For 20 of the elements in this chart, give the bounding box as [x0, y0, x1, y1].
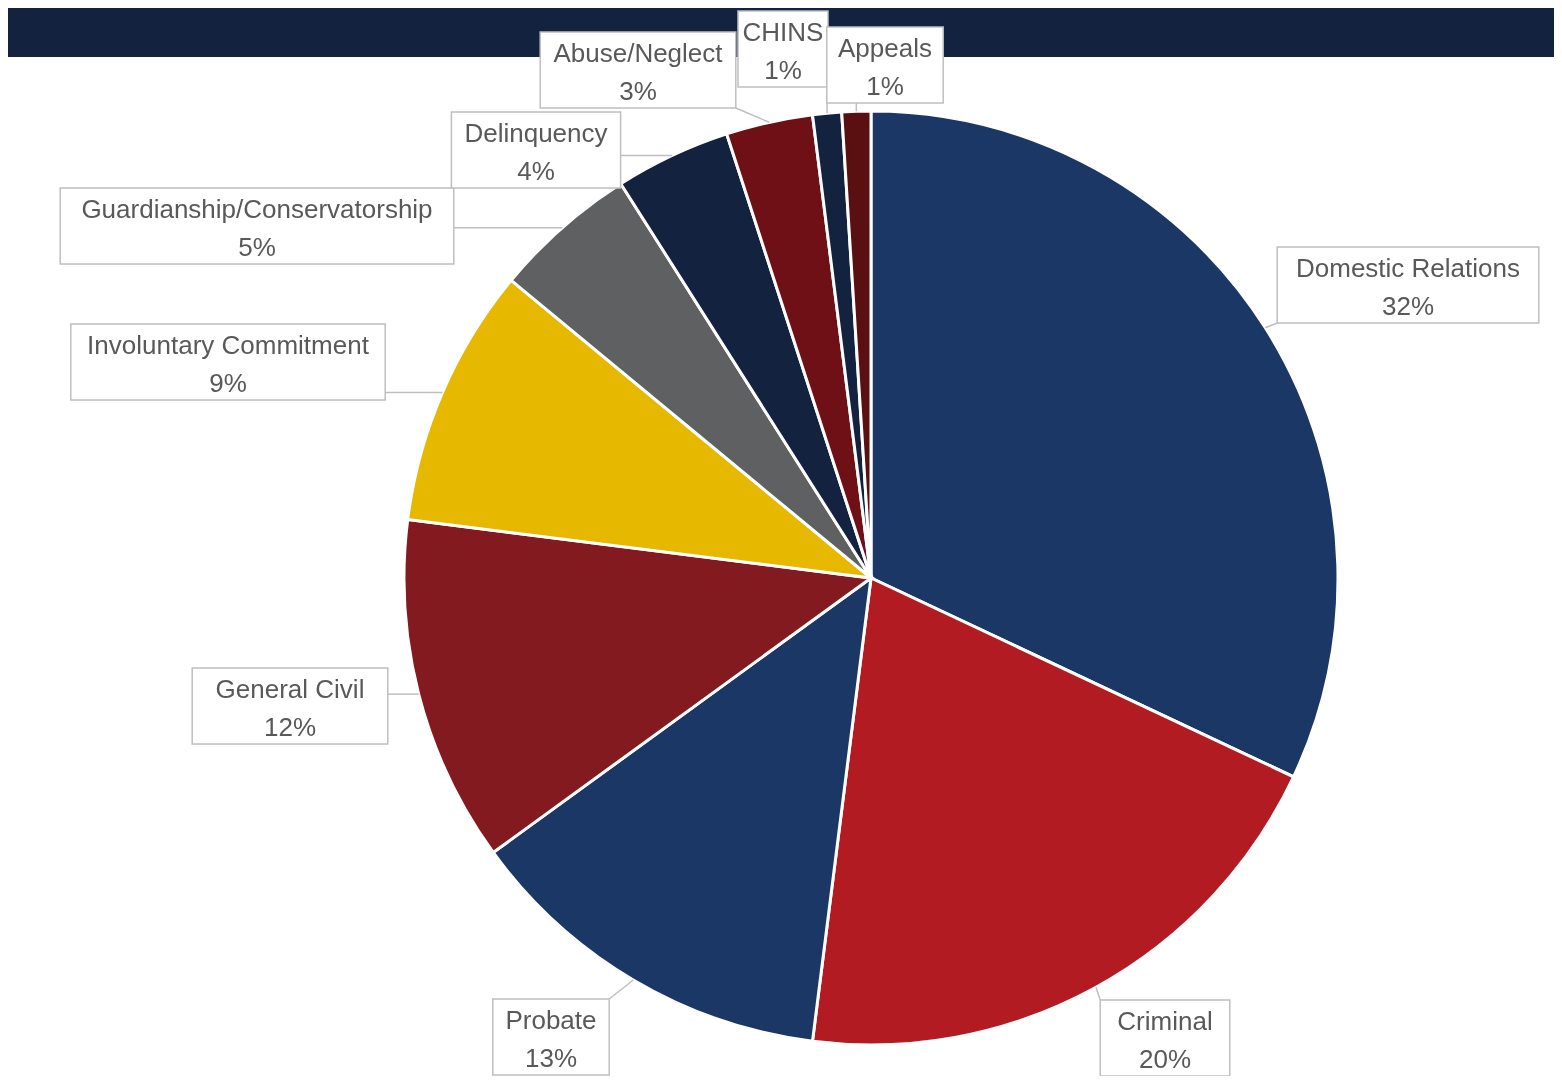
- slice-label: Domestic Relations: [1296, 253, 1520, 283]
- data-label: 13%: [524, 1043, 578, 1073]
- slice-label: CHINS: [742, 17, 824, 47]
- slice-label: Criminal: [1117, 1006, 1213, 1036]
- data-label: 5%: [238, 232, 276, 262]
- slice-label: Guardianship/Conservatorship: [81, 194, 433, 224]
- data-label: 9%: [209, 368, 247, 398]
- data-label: 3%: [619, 76, 657, 106]
- slice-label: Involuntary Commitment: [87, 330, 370, 360]
- data-label: 12%: [263, 712, 317, 742]
- data-label: 32%: [1381, 291, 1435, 321]
- data-label: 1%: [764, 55, 802, 85]
- data-label: 4%: [517, 156, 555, 186]
- slice-label: Appeals: [838, 33, 932, 63]
- slice-label: Abuse/Neglect: [553, 38, 724, 68]
- data-label: 1%: [866, 71, 904, 101]
- slice-label: Probate: [505, 1005, 597, 1035]
- slice-label: General Civil: [215, 674, 365, 704]
- data-label: 20%: [1138, 1044, 1192, 1074]
- slice-label: Delinquency: [464, 118, 608, 148]
